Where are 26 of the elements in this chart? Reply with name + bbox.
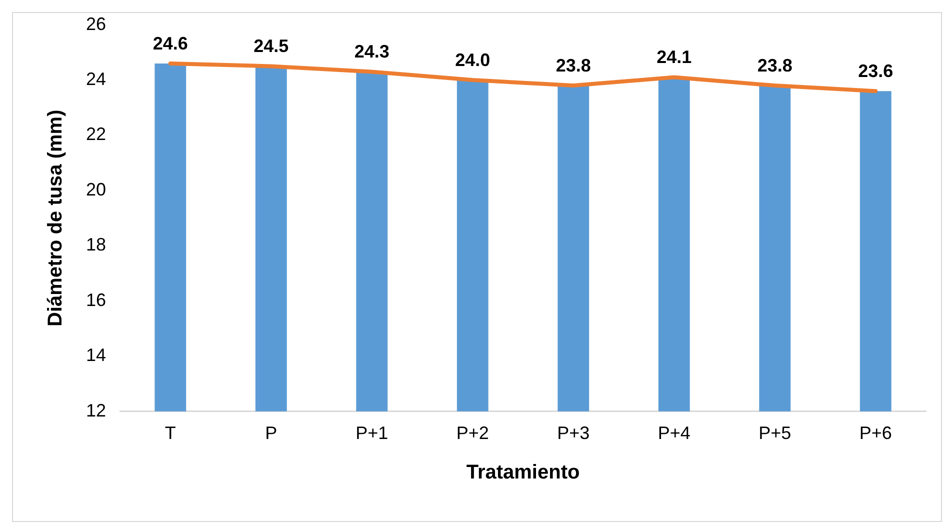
y-tick-label: 16: [86, 290, 106, 310]
x-tick-label: P+1: [356, 423, 388, 444]
y-tick-label: 18: [86, 234, 106, 255]
data-label: 24.5: [254, 36, 289, 56]
y-tick-label: 12: [86, 400, 106, 420]
data-label: 23.6: [858, 61, 894, 82]
x-tick-label: P+4: [658, 423, 690, 444]
x-tick-label: P+2: [456, 423, 489, 444]
data-label: 23.8: [556, 56, 591, 76]
x-tick-label: P+5: [758, 423, 792, 444]
data-label: 23.8: [757, 56, 792, 76]
data-label: 24.1: [656, 47, 692, 68]
x-tick-label: P+6: [859, 423, 892, 444]
y-tick-label: 24: [86, 68, 106, 89]
x-tick-label: P: [265, 423, 278, 444]
y-axis-title: Diámetro de tusa (mm): [44, 110, 67, 326]
x-axis-title: Tratamiento: [466, 462, 580, 484]
y-tick-label: 20: [86, 179, 106, 200]
x-tick-label: P+3: [557, 423, 590, 444]
data-label: 24.6: [152, 33, 188, 54]
y-tick-label: 22: [86, 124, 106, 144]
data-label: 24.3: [354, 42, 390, 62]
y-tick-label: 14: [86, 345, 106, 366]
x-tick-label: T: [164, 423, 176, 444]
data-label: 24.0: [455, 50, 490, 70]
y-tick-label: 26: [86, 14, 106, 34]
